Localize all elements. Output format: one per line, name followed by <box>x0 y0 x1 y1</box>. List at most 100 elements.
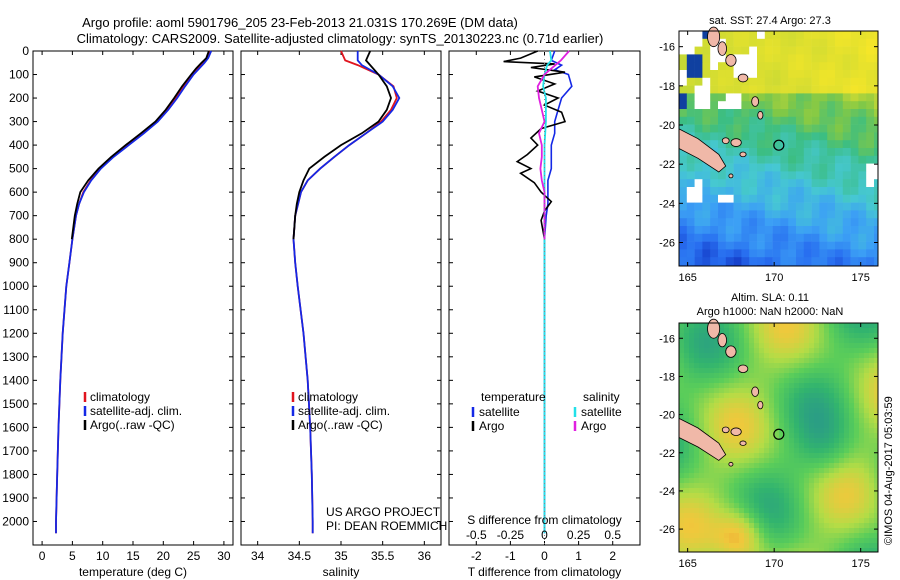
y-tick-label: 100 <box>9 68 29 82</box>
pi-line2: PI: DEAN ROEMMICH <box>326 519 447 533</box>
legend-label: satellite <box>581 405 622 419</box>
x-tick-label: 25 <box>187 549 201 563</box>
map-field <box>679 323 879 553</box>
lon-tick-label: 170 <box>765 272 783 284</box>
lat-tick-label: -22 <box>659 159 675 171</box>
lat-tick-label: -20 <box>659 410 675 422</box>
small-island <box>730 138 742 147</box>
lon-tick-label: 165 <box>678 558 696 570</box>
sla-map-title-2: Argo h1000: NaN h2000: NaN <box>697 306 844 318</box>
small-island <box>728 173 734 179</box>
plot-frame <box>32 50 234 546</box>
lat-tick-label: -18 <box>659 371 675 383</box>
y-tick-label: 1100 <box>3 303 29 317</box>
sst-map-title: sat. SST: 27.4 Argo: 27.3 <box>709 15 831 27</box>
y-tick-label: 1900 <box>2 491 29 505</box>
series-satellite-adj-clim <box>55 50 213 534</box>
y-tick-label: 1200 <box>2 326 29 340</box>
small-island <box>717 41 727 56</box>
legend-label: Argo(..raw -QC) <box>90 418 175 432</box>
small-island <box>721 137 730 145</box>
lat-tick-label: -16 <box>659 42 675 54</box>
y-tick-label: 900 <box>9 256 29 270</box>
legend-label: satellite-adj. clim. <box>298 404 390 418</box>
new-caledonia-island <box>678 417 727 461</box>
plot-frame <box>240 50 442 546</box>
map-frame <box>678 30 879 267</box>
legend-salinity-title: salinity <box>583 390 620 404</box>
imos-stamp: ©IMOS 04-Aug-2017 05:03:59 <box>883 396 895 545</box>
series-t-argo <box>503 50 567 240</box>
lon-tick-label: 165 <box>678 272 696 284</box>
difference-panel: -2 -1 0 1 2 T difference from climatology S di… <box>448 50 641 579</box>
small-island <box>707 318 721 339</box>
y-tick-label: 500 <box>9 162 29 176</box>
small-island <box>751 386 760 397</box>
y-tick-label: 1800 <box>2 467 29 481</box>
small-island <box>751 96 760 107</box>
argo-location-marker <box>773 139 785 151</box>
x-axis-label: T difference from climatology <box>468 565 622 579</box>
y-tick-label: 800 <box>9 232 29 246</box>
x-tick-label: 20 <box>157 549 171 563</box>
y-tick-label: 1300 <box>2 350 29 364</box>
pi-line1: US ARGO PROJECT <box>326 505 441 519</box>
small-island <box>739 440 747 446</box>
small-island <box>707 26 721 48</box>
lat-tick-label: -26 <box>659 238 675 250</box>
map-frame <box>678 322 879 553</box>
x-tick-label: 2 <box>609 549 616 563</box>
legend-label: Argo <box>581 419 607 433</box>
small-island <box>725 345 737 358</box>
series-climatology <box>55 50 211 534</box>
new-caledonia-island <box>678 128 727 173</box>
legend-label: Argo(..raw -QC) <box>298 418 383 432</box>
s-tick-label: 0.5 <box>604 528 621 542</box>
x-tick-label: 35.5 <box>371 549 395 563</box>
title-line1: Argo profile: aoml 5901796_205 23-Feb-20… <box>82 15 518 30</box>
legend-label: satellite-adj. clim. <box>90 404 182 418</box>
y-tick-label: 600 <box>9 185 29 199</box>
small-island <box>737 364 749 374</box>
s-tick-label: 0.25 <box>567 528 591 542</box>
small-island <box>717 333 727 348</box>
y-tick-label: 2000 <box>2 514 29 528</box>
lon-tick-label: 170 <box>765 558 783 570</box>
temperature-panel: 0100200300400500600700800900100011001200… <box>2 44 234 579</box>
x-tick-label: 34.5 <box>288 549 312 563</box>
x-tick-label: 15 <box>126 549 140 563</box>
x-tick-label: 0 <box>39 549 46 563</box>
y-tick-label: 700 <box>9 209 29 223</box>
x-axis-label: salinity <box>323 565 360 579</box>
small-island <box>757 110 764 120</box>
legend-label: Argo <box>479 419 505 433</box>
small-island <box>757 400 764 410</box>
small-island <box>721 426 730 434</box>
series-argo-raw-qc <box>70 50 210 240</box>
lat-tick-label: -24 <box>659 198 675 210</box>
legend-temperature-title: temperature <box>481 390 546 404</box>
y-tick-label: 1500 <box>2 397 29 411</box>
series-argo-raw-qc <box>292 50 392 240</box>
s-axis-label: S difference from climatology <box>467 513 622 527</box>
x-tick-label: 10 <box>96 549 110 563</box>
small-island <box>725 54 737 67</box>
y-tick-label: 400 <box>9 138 29 152</box>
x-tick-label: 1 <box>575 549 582 563</box>
series-satellite-adj-clim <box>292 51 401 534</box>
small-island <box>737 73 749 83</box>
sst-map: -16 -18 -20 -22 -24 -26 165 170 175 <box>659 26 879 284</box>
x-tick-label: 0 <box>541 549 548 563</box>
lat-tick-label: -22 <box>659 448 675 460</box>
lon-tick-label: 175 <box>852 272 870 284</box>
lat-tick-label: -24 <box>659 486 675 498</box>
argo-location-marker <box>773 428 785 440</box>
x-tick-label: 30 <box>217 549 231 563</box>
x-tick-label: 5 <box>69 549 76 563</box>
y-tick-label: 200 <box>9 91 29 105</box>
y-tick-label: 1600 <box>2 420 29 434</box>
lon-tick-label: 175 <box>852 558 870 570</box>
lat-tick-label: -18 <box>659 81 675 93</box>
x-tick-label: -2 <box>471 549 482 563</box>
